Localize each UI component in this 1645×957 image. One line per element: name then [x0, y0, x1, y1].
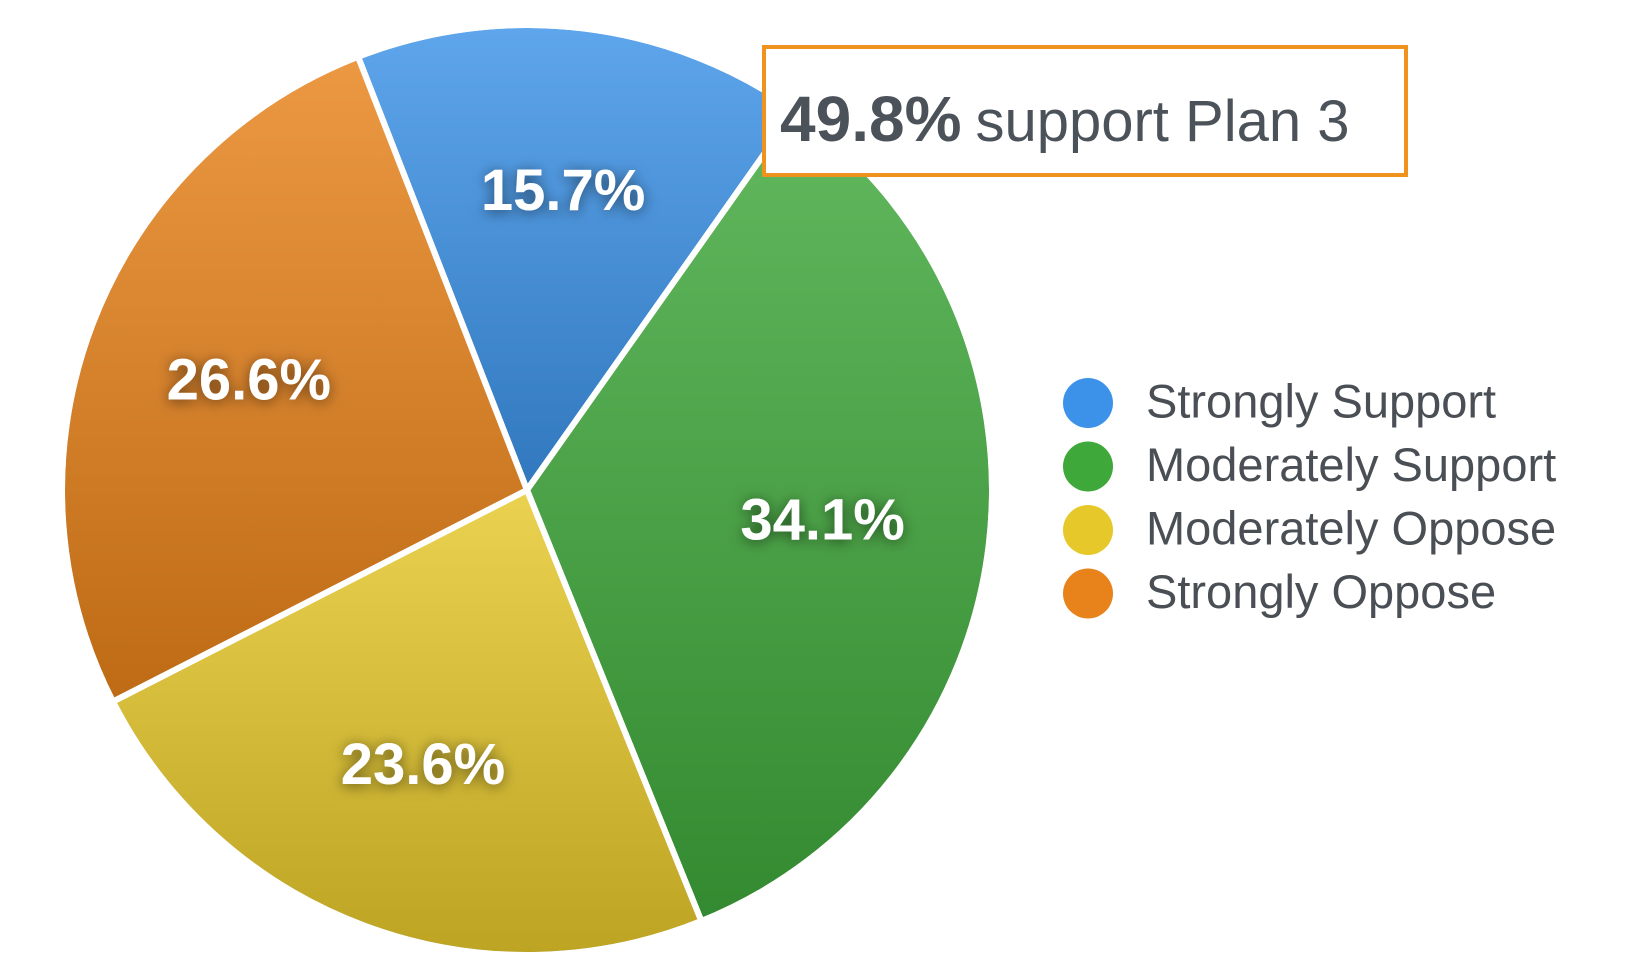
legend-swatch	[1063, 505, 1113, 555]
data-labels: 15.7% 34.1% 23.6% 26.6%	[167, 158, 905, 797]
data-label: 15.7%	[481, 158, 645, 223]
data-label: 23.6%	[341, 732, 505, 797]
slice-shading	[59, 53, 530, 705]
legend-swatch	[1063, 441, 1113, 492]
annotation-emphasis: 49.8%	[780, 83, 961, 155]
legend-label: Moderately Support	[1146, 438, 1556, 491]
legend-swatch	[1063, 568, 1113, 619]
slice-shading	[355, 22, 799, 493]
annotation-text: support Plan 3	[975, 89, 1349, 154]
legend-label: Moderately Oppose	[1146, 501, 1556, 554]
slice-shading	[109, 487, 705, 957]
legend-label: Strongly Support	[1146, 374, 1496, 427]
legend: Strongly Support Moderately Support Modera…	[1063, 374, 1556, 619]
legend-swatch	[1063, 378, 1113, 428]
annotation: 49.8% support Plan 3	[780, 83, 1350, 155]
legend-label: Strongly Oppose	[1146, 565, 1496, 618]
pie	[59, 22, 996, 957]
data-label: 34.1%	[740, 488, 904, 553]
data-label: 26.6%	[167, 348, 331, 413]
slice-shading	[524, 107, 996, 925]
annotation-box	[762, 45, 1408, 177]
